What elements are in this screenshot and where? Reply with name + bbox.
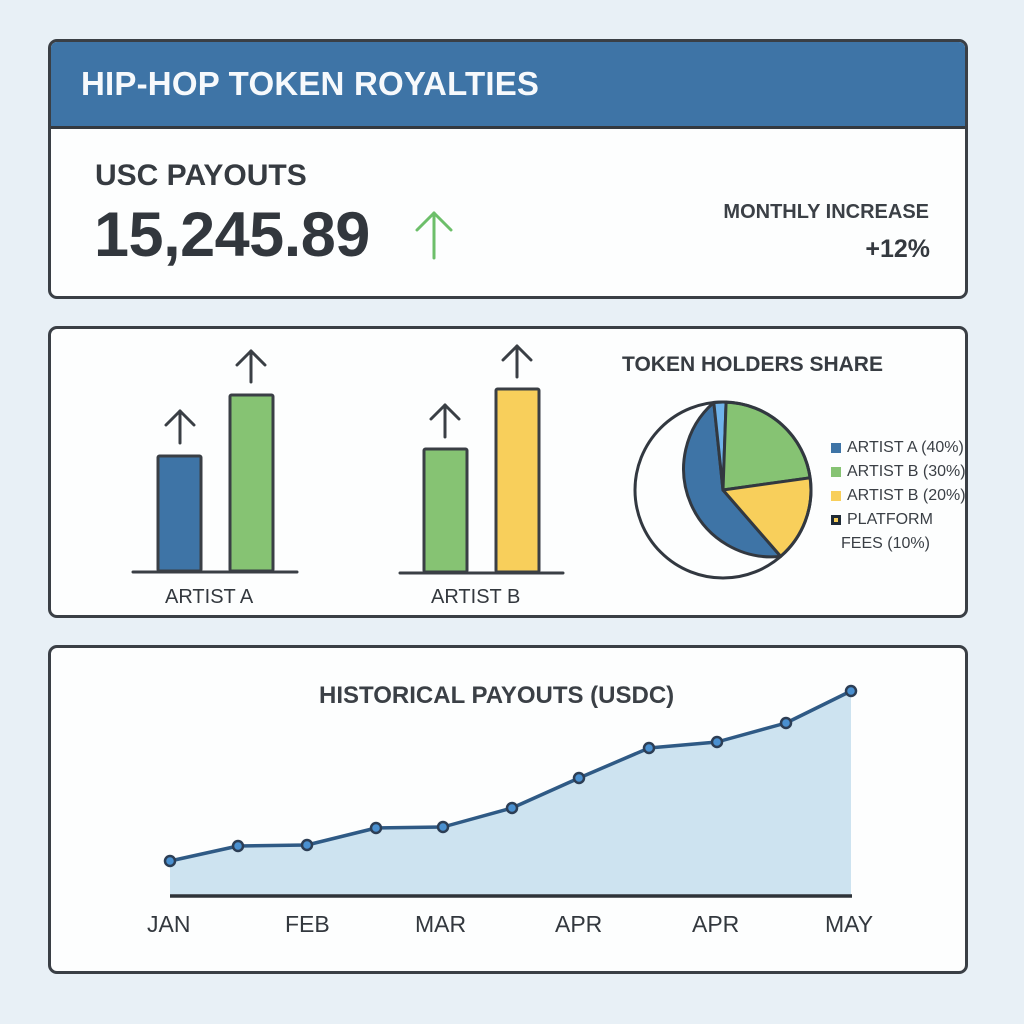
legend-item-artist-a: ARTIST A (40%): [831, 439, 964, 457]
legend-item-artist-b-20: ARTIST B (20%): [831, 487, 966, 505]
bar-artist-a-green: [228, 393, 275, 573]
x-tick-apr: APR: [555, 911, 603, 937]
history-card: HISTORICAL PAYOUTS (USDC) JAN FEB MAR AP…: [48, 645, 968, 974]
bar-artist-b-green: [422, 447, 469, 574]
legend-item-platform-fees: PLATFORM: [831, 511, 933, 529]
pie-slice-blue: [682, 401, 783, 559]
header-bar: HIP-HOP TOKEN ROYALTIES: [51, 42, 965, 129]
bar-artist-a-blue: [156, 454, 203, 573]
breakdown-card: ARTIST A ARTIST B TOKEN HOLDERS SHARE AR…: [48, 326, 968, 618]
pie-chart: [633, 400, 813, 580]
x-tick-may: MAY: [825, 911, 874, 937]
x-tick-jan: JAN: [147, 911, 191, 937]
arrow-up-icon: [164, 409, 196, 445]
payout-value: 15,245.89: [94, 200, 370, 270]
x-tick-feb: FEB: [285, 911, 330, 937]
history-title: HISTORICAL PAYOUTS (USDC): [319, 682, 675, 709]
arrow-up-icon: [235, 349, 267, 384]
area-chart: [163, 684, 858, 898]
bar-artist-b-yellow: [494, 387, 541, 574]
legend-label: PLATFORM: [847, 511, 933, 528]
pie-slice-green: [721, 400, 812, 492]
x-tick-apr-2: APR: [692, 911, 740, 937]
page-title: HIP-HOP TOKEN ROYALTIES: [81, 65, 540, 102]
legend-label-line2: FEES (10%): [841, 535, 930, 552]
legend-swatch-blue: [831, 443, 841, 453]
legend-label: ARTIST B (20%): [847, 487, 966, 504]
bar-group-label-artist-b: ARTIST B: [431, 586, 521, 608]
legend-label: ARTIST A (40%): [847, 439, 964, 456]
legend-label: ARTIST B (30%): [847, 463, 966, 480]
data-points: [163, 684, 858, 868]
arrow-up-icon: [411, 210, 457, 265]
monthly-increase-label: MONTHLY INCREASE: [723, 201, 929, 223]
area-fill: [170, 691, 851, 895]
bar-group-label-artist-a: ARTIST A: [165, 586, 254, 608]
monthly-increase-value: +12%: [865, 235, 930, 263]
arrow-up-icon: [501, 344, 533, 379]
payout-label: USC PAYOUTS: [95, 159, 307, 192]
pie-title: TOKEN HOLDERS SHARE: [622, 353, 883, 376]
x-tick-mar: MAR: [415, 911, 467, 937]
legend-swatch-green: [831, 467, 841, 477]
legend-swatch-yellow: [831, 491, 841, 501]
bar-group-artist-a: [131, 349, 299, 574]
legend-swatch-platform: [831, 515, 841, 525]
bar-group-artist-b: [398, 344, 565, 575]
legend-item-artist-b-30: ARTIST B (30%): [831, 463, 966, 481]
summary-card: HIP-HOP TOKEN ROYALTIES USC PAYOUTS 15,2…: [48, 39, 968, 299]
bar-chart: [131, 344, 813, 580]
arrow-up-icon: [429, 403, 461, 439]
